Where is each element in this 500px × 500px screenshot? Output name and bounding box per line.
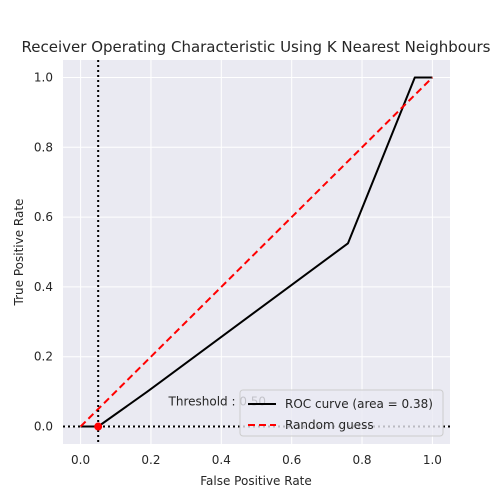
- y-axis-ticks: 0.0 0.2 0.4 0.6 0.8 1.0: [34, 70, 53, 433]
- y-tick-label: 1.0: [34, 70, 53, 84]
- y-axis-label: True Positive Rate: [12, 199, 26, 307]
- y-tick-label: 0.0: [34, 420, 53, 434]
- x-tick-label: 0.8: [352, 453, 371, 467]
- x-tick-label: 0.4: [212, 453, 231, 467]
- threshold-point: [94, 422, 103, 431]
- chart-title: Receiver Operating Characteristic Using …: [22, 38, 491, 56]
- x-axis-label: False Positive Rate: [200, 474, 312, 488]
- reference-lines: [63, 60, 450, 444]
- legend: ROC curve (area = 0.38) Random guess: [239, 389, 444, 437]
- legend-box: [239, 389, 444, 437]
- x-tick-label: 0.0: [71, 453, 90, 467]
- legend-label-random: Random guess: [285, 418, 374, 432]
- x-axis-ticks: 0.0 0.2 0.4 0.6 0.8 1.0: [71, 453, 442, 467]
- y-tick-label: 0.2: [34, 350, 53, 364]
- y-tick-label: 0.6: [34, 210, 53, 224]
- random-guess-line: [79, 76, 434, 428]
- legend-label-roc: ROC curve (area = 0.38): [285, 397, 433, 411]
- x-tick-label: 0.2: [141, 453, 160, 467]
- x-tick-label: 0.6: [282, 453, 301, 467]
- y-tick-label: 0.8: [34, 140, 53, 154]
- y-tick-label: 0.4: [34, 280, 53, 294]
- x-tick-label: 1.0: [423, 453, 442, 467]
- grid-lines: [63, 60, 450, 444]
